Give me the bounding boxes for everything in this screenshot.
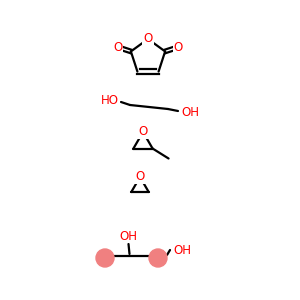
Text: O: O (174, 40, 183, 54)
Text: OH: OH (173, 244, 191, 256)
Text: HO: HO (101, 94, 119, 107)
Text: O: O (138, 125, 148, 138)
Circle shape (149, 249, 167, 267)
Text: OH: OH (181, 106, 199, 119)
Circle shape (96, 249, 114, 267)
Text: O: O (143, 32, 153, 46)
Text: OH: OH (119, 230, 137, 242)
Text: O: O (135, 170, 145, 183)
Text: O: O (113, 40, 122, 54)
